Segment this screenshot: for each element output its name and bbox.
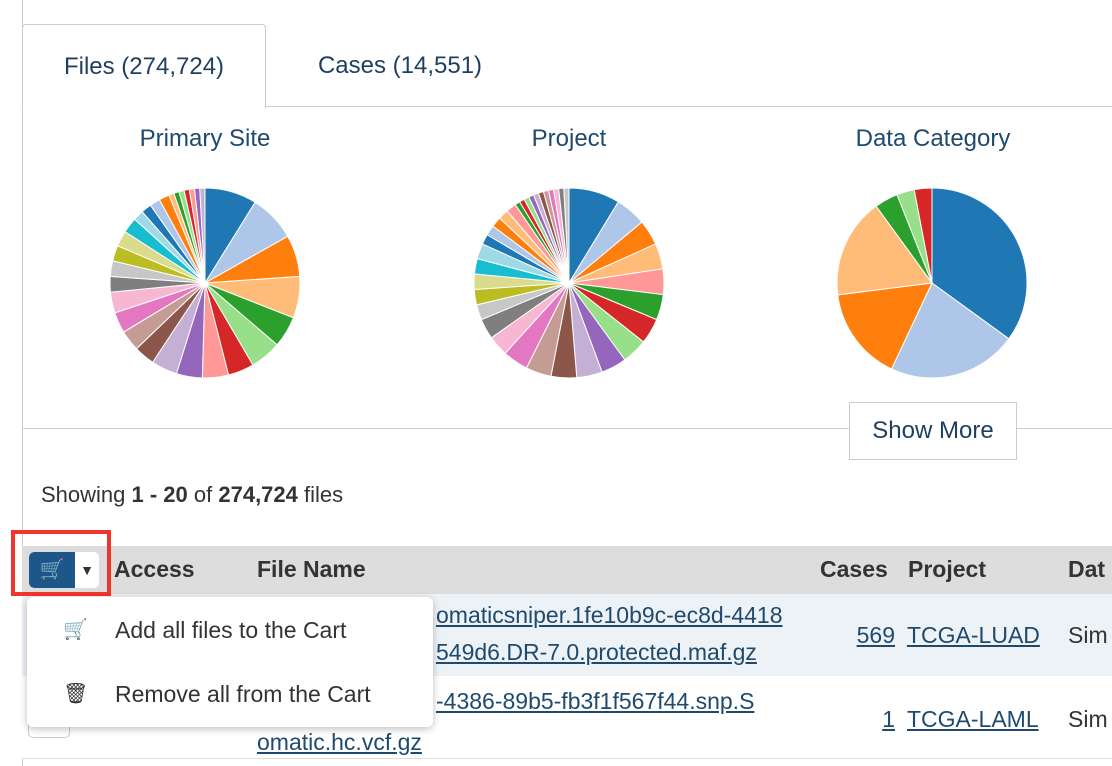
menu-item-add-all[interactable]: 🛒 Add all files to the Cart [27,600,433,660]
tab-cases[interactable]: Cases (14,551) [317,52,483,79]
header-file-name[interactable]: File Name [257,556,366,582]
pie-slice[interactable] [837,282,933,370]
data-category-cell: Sim [1068,706,1108,732]
showing-count: Showing 1 - 20 of 274,724 files [41,482,344,507]
tab-bar-border [22,106,1112,107]
cart-icon[interactable]: 🛒 [29,552,75,588]
file-name-link-cont[interactable]: 549d6.DR-7.0.protected.maf.gz [436,639,757,665]
pie-slice[interactable] [199,187,206,284]
pie-slice[interactable] [836,205,933,296]
menu-item-label: Add all files to the Cart [115,617,347,643]
data-category-cell: Sim [1068,622,1108,648]
chart-title-primary-site: Primary Site [139,125,271,152]
cart-dropdown-button[interactable]: 🛒 ▼ [29,552,99,588]
file-name-link-cont[interactable]: omatic.hc.vcf.gz [257,729,422,755]
tab-files[interactable]: Files (274,724) [22,24,266,109]
show-more-button[interactable]: Show More [849,402,1017,460]
file-name-link[interactable]: -4386-89b5-fb3f1f567f44.snp.S [436,688,755,714]
cases-link[interactable]: 1 [882,706,895,732]
chart-title-data-category: Data Category [855,125,1011,152]
header-cases[interactable]: Cases [820,556,888,582]
pie-slice[interactable] [563,187,570,284]
cases-link[interactable]: 569 [856,622,895,648]
chart-title-project: Project [531,125,607,152]
header-access[interactable]: Access [114,556,195,582]
cart-dropdown-menu: 🛒 Add all files to the Cart 🗑 Remove all… [27,597,433,727]
project-link[interactable]: TCGA-LUAD [907,622,1040,648]
table-header: Access File Name Cases Project Dat [22,546,1112,594]
cart-icon: 🛒 [63,619,88,641]
menu-item-label: Remove all from the Cart [115,681,371,707]
pie-chart-primary-site[interactable] [109,187,301,379]
divider [22,428,1112,429]
trash-icon: 🗑 [63,683,89,705]
header-project[interactable]: Project [908,556,986,582]
pie-chart-project[interactable] [473,187,665,379]
pie-slice[interactable] [931,187,1028,340]
pie-slice[interactable] [913,187,933,284]
header-data[interactable]: Dat [1068,556,1106,582]
menu-item-remove-all[interactable]: 🗑 Remove all from the Cart [27,664,433,724]
pie-chart-data-category[interactable] [836,187,1028,379]
caret-down-icon[interactable]: ▼ [80,562,94,578]
file-name-link[interactable]: omaticsniper.1fe10b9c-ec8d-4418 [436,602,783,628]
content-frame [22,0,1112,766]
project-link[interactable]: TCGA-LAML [907,706,1039,732]
highlight-box [11,530,111,596]
